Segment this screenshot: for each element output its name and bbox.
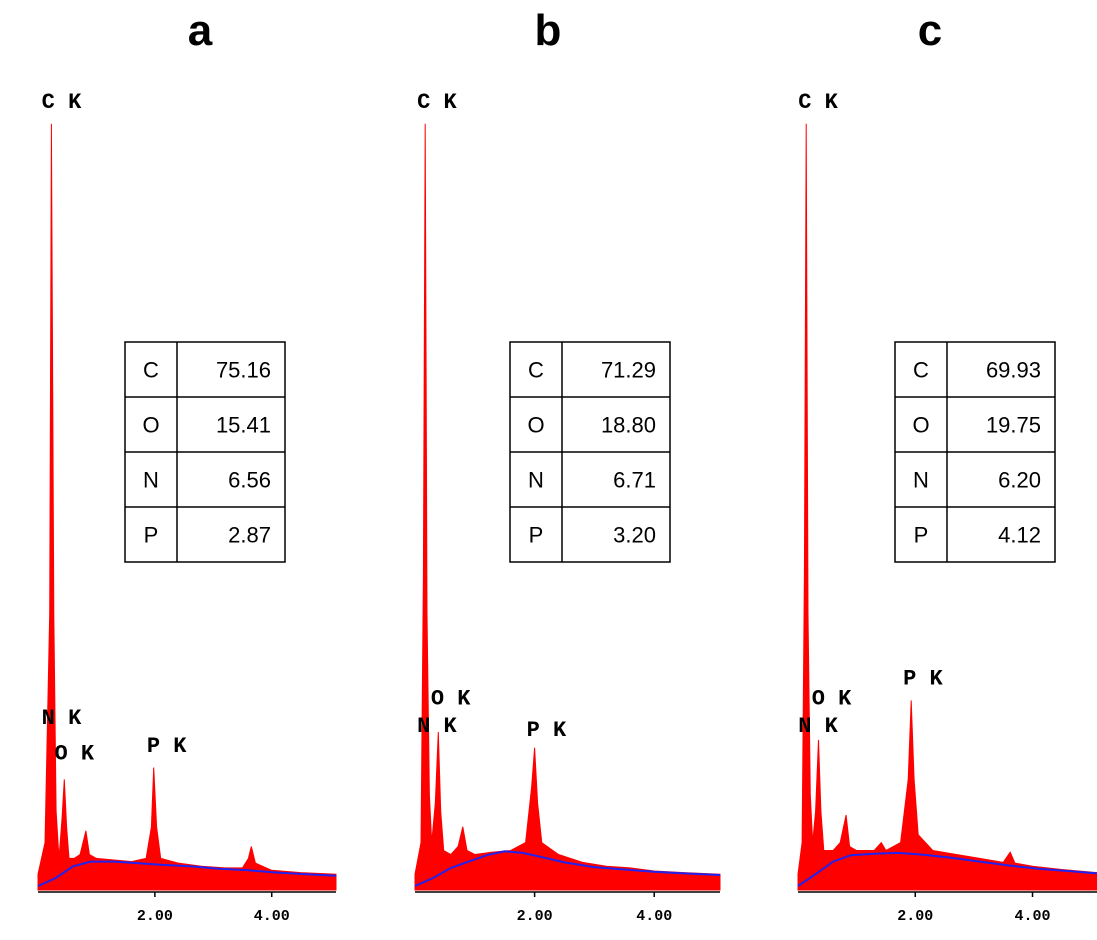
table-value-cell: 15.41	[216, 413, 271, 438]
table-value-cell: 2.87	[228, 523, 271, 548]
x-tick-label: 2.00	[897, 908, 933, 925]
table-value-cell: 19.75	[986, 413, 1041, 438]
panels-group: a 2.00 4.00 C K N K O K P K C 75.16 O 15.41 N 6.56 P 2…	[37, 6, 1097, 925]
table-value-cell: 71.29	[601, 358, 656, 383]
spectrum-area	[37, 123, 337, 891]
panel-a: a 2.00 4.00 C K N K O K P K C 75.16 O 15.41 N 6.56 P 2…	[37, 6, 337, 925]
table-value-cell: 18.80	[601, 413, 656, 438]
panel-letter: b	[535, 6, 562, 55]
table-value-cell: 3.20	[613, 523, 656, 548]
table-element-cell: C	[143, 358, 159, 383]
peak-label: C K	[798, 90, 838, 115]
table-value-cell: 69.93	[986, 358, 1041, 383]
table-element-cell: P	[529, 523, 544, 548]
table-element-cell: N	[528, 468, 544, 493]
peak-label: N K	[42, 706, 82, 731]
panel-c: c 2.00 4.00 C K O K N K P K C 69.93 O 19.75 N 6.20 P 4…	[797, 6, 1097, 925]
peak-label: C K	[417, 90, 457, 115]
panel-letter: a	[188, 6, 213, 55]
table-element-cell: N	[913, 468, 929, 493]
x-tick-label: 4.00	[1015, 908, 1051, 925]
peak-label: C K	[42, 90, 82, 115]
x-tick-label: 2.00	[137, 908, 173, 925]
table-value-cell: 6.56	[228, 468, 271, 493]
table-value-cell: 75.16	[216, 358, 271, 383]
table-element-cell: C	[913, 358, 929, 383]
peak-label: O K	[431, 686, 471, 711]
table-value-cell: 6.20	[998, 468, 1041, 493]
table-element-cell: C	[528, 358, 544, 383]
background-line	[37, 860, 337, 887]
table-element-cell: N	[143, 468, 159, 493]
peak-label: N K	[798, 714, 838, 739]
x-tick-label: 4.00	[636, 908, 672, 925]
spectrum-area	[414, 123, 721, 891]
peak-label: N K	[417, 714, 457, 739]
table-element-cell: O	[912, 413, 929, 438]
peak-label: P K	[903, 667, 943, 692]
x-tick-label: 4.00	[254, 908, 290, 925]
table-element-cell: O	[527, 413, 544, 438]
composition-table: C 75.16 O 15.41 N 6.56 P 2.87	[124, 341, 286, 563]
table-element-cell: P	[914, 523, 929, 548]
panel-letter: c	[918, 6, 942, 55]
background-line	[414, 850, 721, 887]
table-value-cell: 6.71	[613, 468, 656, 493]
composition-table: C 71.29 O 18.80 N 6.71 P 3.20	[509, 341, 671, 563]
background-line	[797, 851, 1097, 887]
x-tick-label: 2.00	[517, 908, 553, 925]
table-value-cell: 4.12	[998, 523, 1041, 548]
table-element-cell: O	[142, 413, 159, 438]
composition-table: C 69.93 O 19.75 N 6.20 P 4.12	[894, 341, 1056, 563]
peak-label: P K	[527, 718, 567, 743]
peak-label: O K	[812, 686, 852, 711]
table-element-cell: P	[144, 523, 159, 548]
spectrum-area	[797, 123, 1097, 891]
panel-b: b 2.00 4.00 C K O K N K P K C 71.29 O 18.80 N 6.71 P 3…	[414, 6, 721, 925]
peak-label: O K	[55, 742, 95, 767]
peak-label: P K	[147, 734, 187, 759]
